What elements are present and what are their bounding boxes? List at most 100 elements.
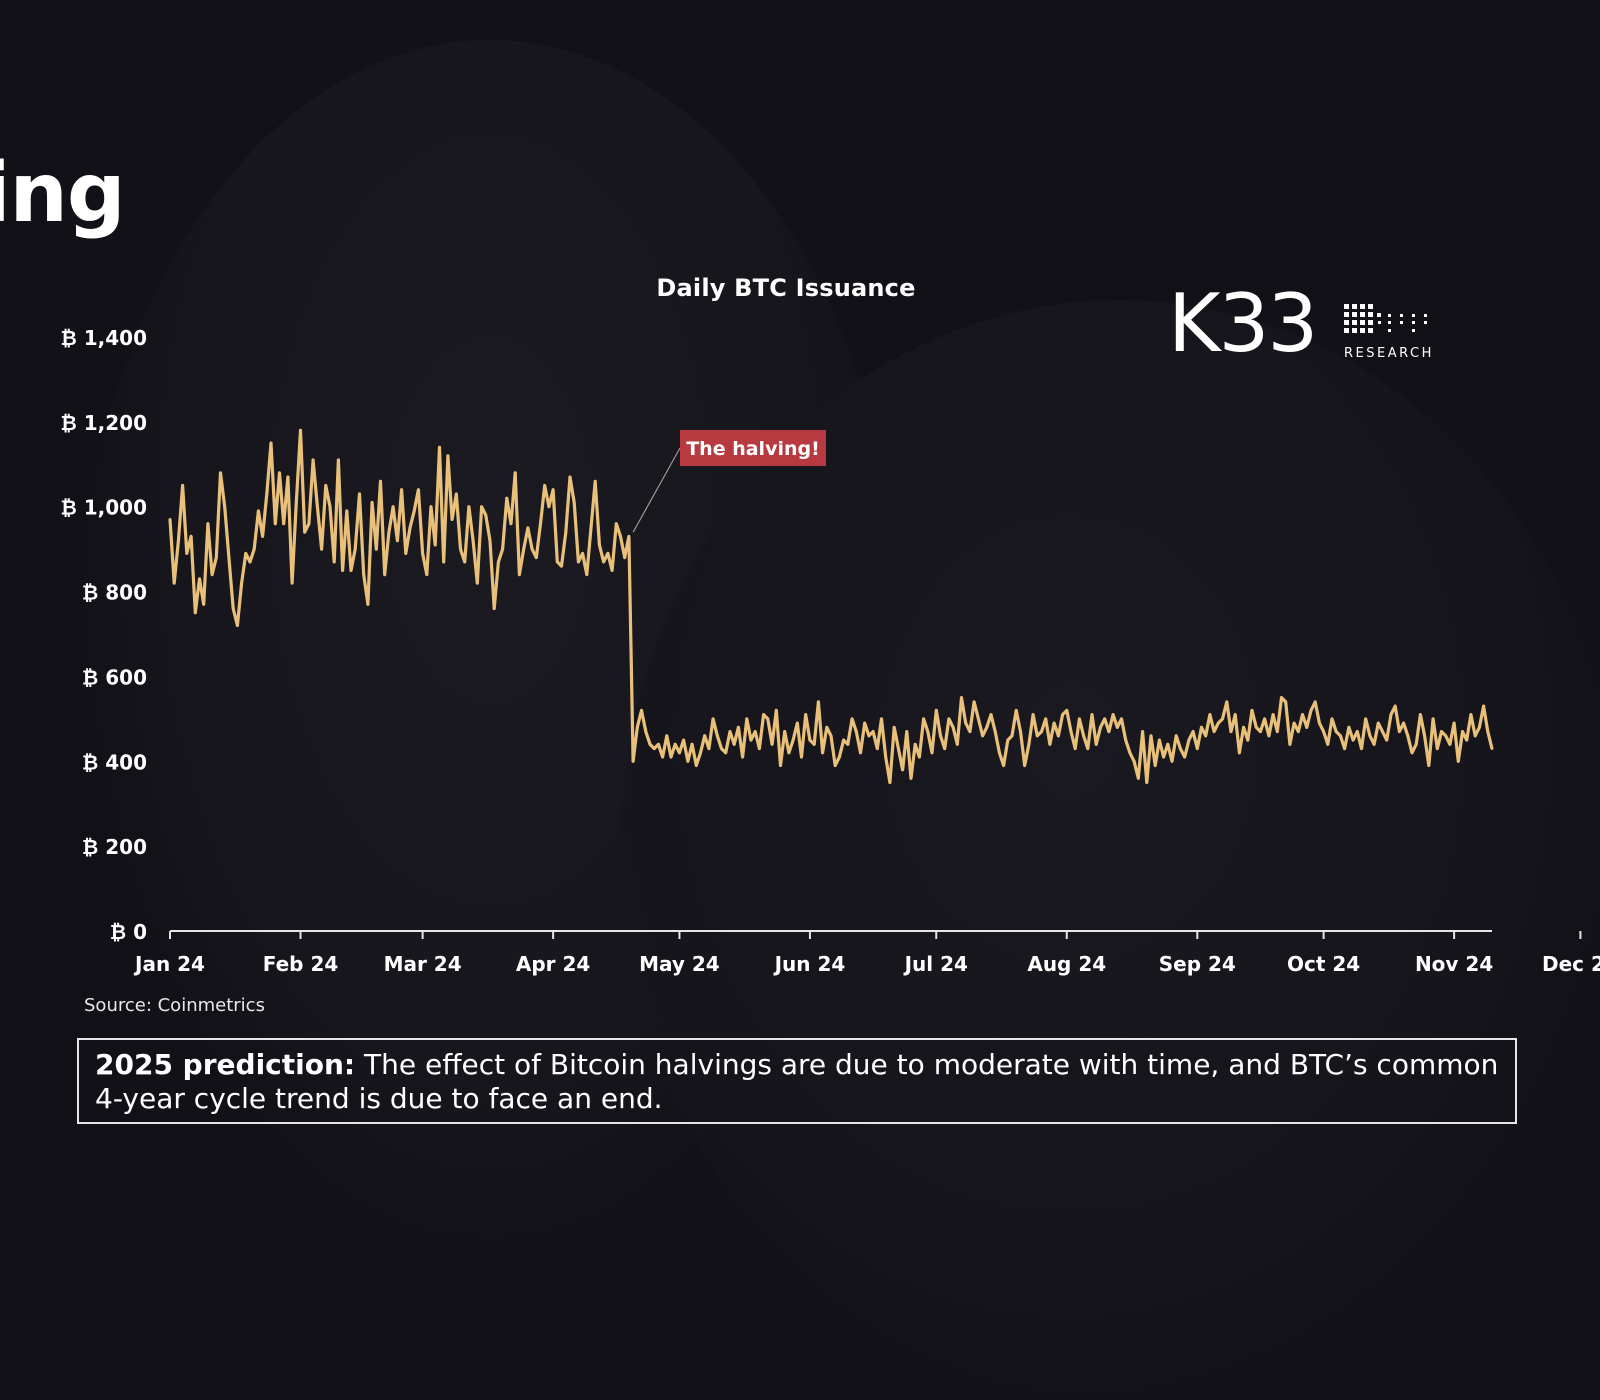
data-point: [1343, 747, 1347, 750]
data-point: [1153, 764, 1157, 767]
data-point: [1452, 721, 1456, 725]
data-point: [993, 730, 997, 733]
data-point: [1056, 734, 1060, 738]
data-point: [370, 501, 374, 504]
data-point: [223, 505, 227, 509]
y-tick-label: ₿ 1,200: [60, 411, 147, 435]
data-point: [673, 742, 677, 746]
data-point: [585, 573, 589, 576]
data-point: [1212, 730, 1216, 733]
data-point: [492, 607, 496, 610]
data-point: [989, 713, 993, 717]
data-point: [964, 721, 968, 725]
prediction-label: 2025 prediction:: [95, 1048, 356, 1081]
data-point: [530, 547, 534, 551]
data-point: [555, 560, 559, 564]
data-point: [1237, 751, 1241, 755]
data-point: [1023, 764, 1027, 767]
data-point: [1431, 717, 1435, 721]
data-point: [800, 755, 803, 759]
data-point: [210, 573, 214, 576]
data-point: [1082, 734, 1086, 738]
data-point: [850, 717, 854, 721]
data-point: [644, 730, 648, 733]
data-point: [1305, 725, 1309, 729]
data-point: [1221, 717, 1224, 721]
data-point: [547, 505, 551, 509]
data-point: [1368, 734, 1372, 738]
data-point: [1275, 730, 1279, 733]
data-point: [1086, 747, 1090, 750]
data-point: [1351, 738, 1355, 742]
y-axis-labels: ₿ 0 ₿ 200 ₿ 400 ₿ 600 ₿ 800 ₿ 1,000 ₿ 1,200 ₿ 1…: [60, 326, 147, 944]
data-point: [665, 734, 669, 738]
data-point: [892, 725, 896, 729]
x-tick-label: Sep 24: [1159, 952, 1236, 976]
data-point: [1482, 704, 1485, 708]
data-point: [1334, 730, 1338, 733]
y-tick-label: ₿ 800: [82, 581, 147, 605]
data-point: [939, 734, 942, 738]
data-point: [332, 560, 336, 564]
data-point: [913, 742, 917, 746]
data-point: [1423, 734, 1427, 738]
data-point: [947, 717, 951, 721]
annotation-label: The halving!: [686, 438, 820, 460]
data-point: [606, 551, 610, 555]
data-point: [1309, 708, 1313, 712]
data-point: [1393, 704, 1397, 708]
data-point: [446, 454, 450, 458]
x-tick-label: Mar 24: [384, 952, 462, 976]
data-point: [859, 751, 862, 755]
data-point: [1360, 747, 1363, 750]
data-point: [825, 725, 829, 729]
data-point: [320, 547, 323, 551]
data-point: [846, 742, 850, 746]
data-point: [496, 560, 500, 564]
data-point: [1288, 742, 1292, 746]
data-point: [353, 547, 357, 551]
data-point: [783, 730, 787, 733]
data-point: [231, 607, 235, 610]
data-point: [1225, 700, 1229, 704]
data-point: [943, 747, 947, 750]
data-point: [501, 547, 505, 551]
data-point: [1376, 721, 1380, 725]
data-point: [875, 747, 879, 750]
data-point: [551, 488, 555, 492]
data-point: [1115, 725, 1119, 729]
data-point: [640, 708, 643, 712]
data-point: [1031, 713, 1035, 717]
data-point: [678, 751, 681, 755]
data-point: [286, 475, 290, 479]
data-point: [181, 484, 185, 487]
data-point: [1040, 730, 1043, 733]
data-point: [1078, 717, 1081, 721]
data-point: [1440, 730, 1443, 733]
data-point: [682, 738, 686, 742]
x-tick-label: Apr 24: [516, 952, 590, 976]
data-point: [1473, 734, 1477, 738]
data-point: [1124, 738, 1128, 742]
data-point: [185, 551, 189, 555]
data-point: [1204, 734, 1208, 738]
data-point: [602, 560, 606, 564]
data-point: [484, 513, 488, 517]
data-point: [656, 742, 660, 746]
data-point: [867, 734, 871, 738]
data-point: [576, 560, 580, 564]
data-point: [635, 725, 639, 729]
data-point: [282, 522, 286, 526]
data-point: [812, 742, 816, 746]
data-point: [884, 755, 888, 759]
data-point: [400, 488, 403, 492]
logo-subtitle: RESEARCH: [1344, 346, 1434, 361]
issuance-points: [168, 428, 1494, 784]
data-point: [951, 725, 955, 729]
data-point: [998, 751, 1001, 755]
x-tick-label: Jan 24: [133, 952, 205, 976]
data-point: [480, 505, 483, 509]
data-point: [623, 556, 627, 560]
data-point: [1397, 730, 1401, 733]
data-point: [518, 573, 521, 576]
